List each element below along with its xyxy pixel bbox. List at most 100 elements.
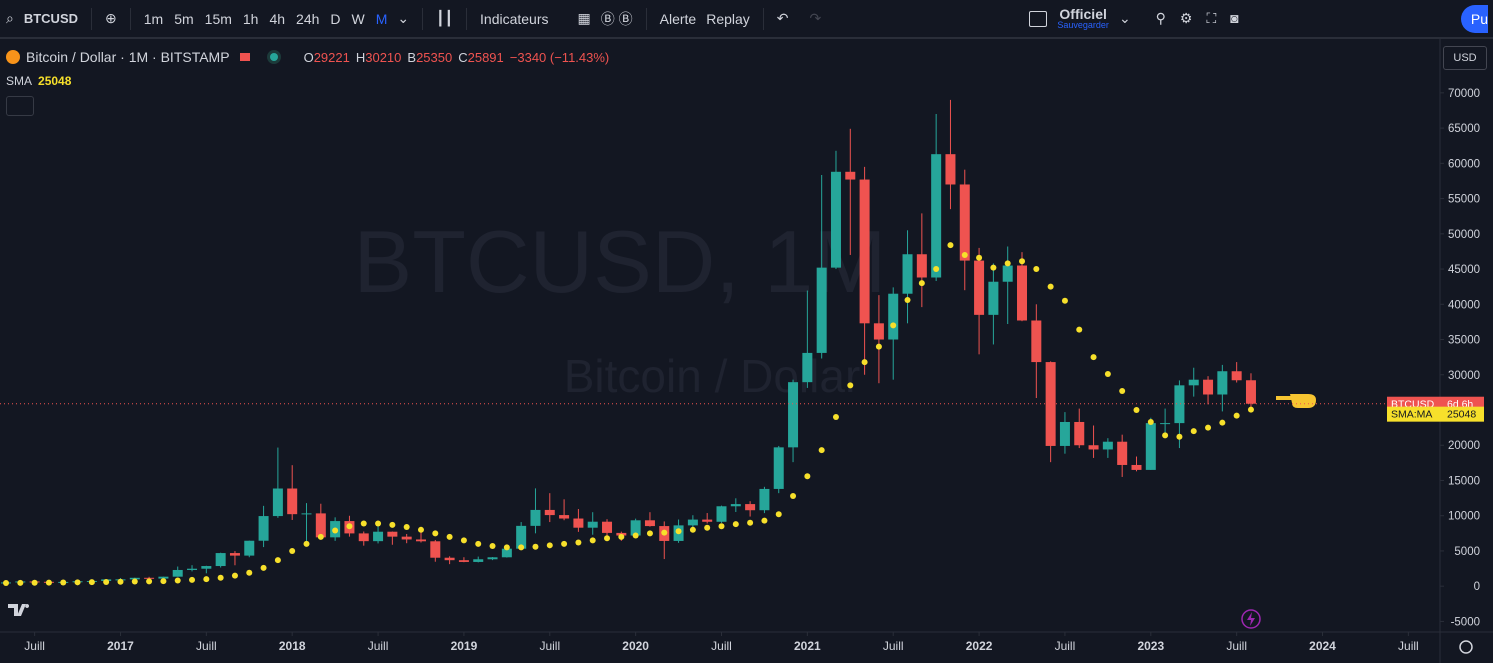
add-symbol[interactable]: ⊕: [105, 10, 117, 26]
candle-body: [258, 516, 269, 541]
sma-dot: [475, 540, 482, 547]
interval[interactable]: 5m: [174, 10, 194, 27]
candle-body: [1017, 265, 1028, 321]
sma-dot: [575, 539, 582, 546]
search-icon[interactable]: ⌕: [6, 10, 14, 26]
sma-dot: [1176, 433, 1183, 440]
sma-dot: [375, 520, 382, 527]
sma-dot: [532, 543, 539, 550]
x-tick-label: Juill: [539, 639, 560, 653]
interval[interactable]: 24h: [296, 10, 320, 27]
interval[interactable]: 4h: [269, 10, 286, 27]
x-tick-label: Juill: [368, 639, 389, 653]
toolbar-icons[interactable]: ⚲⚙⛶◙: [1155, 10, 1253, 26]
sma-dot: [947, 242, 954, 249]
x-tick-label: 2021: [794, 639, 821, 653]
flag-icon[interactable]: [239, 53, 250, 61]
x-tick-label: 2024: [1309, 639, 1336, 653]
market-status: [269, 53, 278, 61]
replay-button[interactable]: Replay: [706, 10, 750, 27]
sma-dot: [1205, 424, 1212, 431]
redo[interactable]: ↷: [809, 10, 822, 26]
sma-dot: [761, 517, 768, 524]
layout-box[interactable]: [1029, 10, 1048, 27]
sma-dot: [1104, 371, 1111, 378]
template-button[interactable]: Ⓑ Ⓑ: [600, 10, 633, 27]
sma-dot: [432, 530, 439, 537]
candle-body: [1174, 385, 1185, 424]
y-tick-label: 70000: [1448, 88, 1480, 100]
candle-body: [473, 559, 484, 562]
sma-dot: [561, 540, 568, 547]
candle-body: [573, 518, 584, 528]
undo[interactable]: ↶: [776, 10, 789, 26]
x-tick-label: 2022: [966, 639, 993, 653]
x-tick-label: Juill: [1398, 639, 1419, 653]
candle-body: [1045, 362, 1056, 446]
interval[interactable]: 1m: [143, 10, 164, 27]
separator: [762, 7, 764, 30]
layout-name[interactable]: Officiel Sauvegarder: [1057, 7, 1109, 30]
interval[interactable]: 1h: [242, 10, 259, 27]
ohlc-value: 25350: [416, 49, 453, 65]
sma-dot: [818, 447, 825, 454]
currency-button[interactable]: USD: [1443, 46, 1487, 70]
logo[interactable]: [8, 604, 30, 616]
alert-icon[interactable]: [1241, 609, 1261, 629]
sma-dot: [17, 579, 24, 586]
candle-body: [587, 521, 598, 528]
y-tick-label: 60000: [1448, 158, 1480, 170]
watermark-symbol: BTCUSD, 1M: [354, 212, 887, 311]
candle-body: [931, 154, 942, 278]
sma-dot: [1076, 326, 1083, 333]
alert-button[interactable]: Alerte: [659, 10, 697, 27]
sma-dot: [332, 527, 339, 534]
x-tick-label: Juill: [711, 639, 732, 653]
layouts-button[interactable]: ▦: [577, 10, 591, 26]
sma-dot: [933, 266, 940, 273]
sma-dot: [604, 535, 611, 542]
candle-body: [859, 179, 870, 324]
sma-dot: [360, 520, 367, 527]
interval-menu[interactable]: ⌄: [397, 10, 410, 26]
sma-dot: [1190, 428, 1197, 435]
chart-type[interactable]: ┃┃: [436, 10, 454, 26]
x-tick-label: Juill: [196, 639, 217, 653]
sma-dot: [1119, 387, 1126, 394]
collapse-button[interactable]: [6, 96, 34, 116]
candle-body: [902, 254, 913, 294]
sma-dot: [847, 382, 854, 389]
interval[interactable]: 15m: [204, 10, 232, 27]
sma-name: SMA: [6, 74, 33, 88]
sma-dot: [832, 414, 839, 421]
sma-dot: [131, 578, 138, 585]
sma-dot: [875, 343, 882, 350]
y-tick-label: 15000: [1448, 475, 1480, 487]
sma-dot: [689, 526, 696, 533]
sma-dot: [589, 537, 596, 544]
x-tick-label: Juill: [883, 639, 904, 653]
symbol[interactable]: BTCUSD: [23, 11, 79, 26]
sma-dot: [274, 557, 281, 564]
y-tick-label: 30000: [1448, 370, 1480, 382]
interval[interactable]: M: [375, 10, 388, 27]
indicators-button[interactable]: Indicateurs: [480, 10, 549, 27]
sma-dot: [246, 569, 253, 576]
sma-dot: [1004, 260, 1011, 267]
legend: Bitcoin / Dollar · 1M · BITSTAMP O29221 H…: [6, 49, 609, 65]
interval[interactable]: D: [330, 10, 341, 27]
layout-menu[interactable]: ⌄: [1118, 10, 1131, 26]
candle-body: [916, 254, 927, 278]
sma-dot: [60, 579, 67, 586]
candle-body: [458, 560, 469, 562]
sma-dot: [747, 519, 754, 526]
sma-dot: [518, 544, 525, 551]
candle-body: [945, 154, 956, 185]
publish-button[interactable]: Pu: [1460, 4, 1488, 33]
interval[interactable]: W: [351, 10, 365, 27]
sma-dot: [45, 579, 52, 586]
sma-dot: [890, 322, 897, 329]
candle-body: [287, 488, 298, 515]
settings-icon[interactable]: [1459, 640, 1473, 654]
candle-body: [187, 568, 198, 570]
